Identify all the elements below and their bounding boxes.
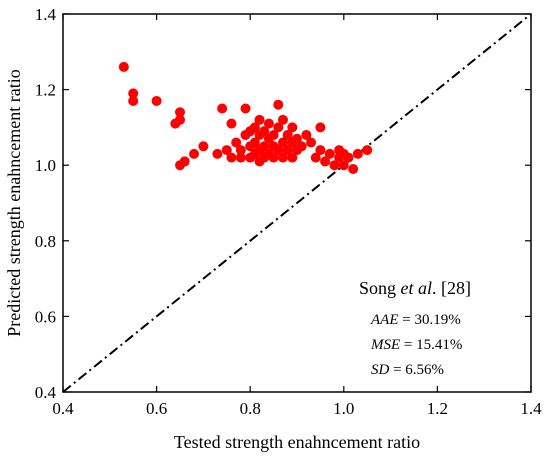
stats-annotation: Song et al. [28] AAE = 30.19% MSE = 15.4… <box>359 278 471 378</box>
stat-aae: AAE = 30.19% <box>370 312 461 328</box>
data-point <box>320 156 331 167</box>
data-point <box>231 137 242 148</box>
data-point <box>348 163 359 174</box>
annotation-title-pre: Song <box>359 278 401 298</box>
data-point <box>249 137 260 148</box>
data-point <box>259 126 270 137</box>
y-tick-label: 1.2 <box>35 81 56 100</box>
y-tick-label: 1.0 <box>35 156 56 175</box>
data-point <box>198 141 209 152</box>
data-point <box>315 122 326 133</box>
y-tick-label: 0.8 <box>35 232 56 251</box>
x-tick-label: 1.0 <box>333 399 354 418</box>
data-point <box>249 122 260 133</box>
data-point <box>263 118 274 129</box>
data-point <box>128 88 139 99</box>
data-point <box>273 99 284 110</box>
data-point <box>306 137 317 148</box>
data-point <box>310 152 321 163</box>
data-point <box>221 145 232 156</box>
annotation-title-italic: et al <box>401 278 433 298</box>
data-point <box>343 152 354 163</box>
y-tick-label: 0.4 <box>35 383 57 402</box>
data-point <box>217 103 228 114</box>
data-point <box>329 160 340 171</box>
data-point <box>268 129 279 140</box>
data-point <box>268 152 279 163</box>
data-point <box>301 129 312 140</box>
data-point <box>315 145 326 156</box>
data-point <box>118 61 129 72</box>
data-point <box>277 152 288 163</box>
data-point <box>179 156 190 167</box>
data-point <box>128 95 139 106</box>
data-point <box>287 122 298 133</box>
annotation-title: Song et al. [28] <box>359 278 471 298</box>
data-point <box>277 114 288 125</box>
data-point <box>226 118 237 129</box>
data-point <box>235 152 246 163</box>
reference-line-1-to-1 <box>62 13 532 393</box>
data-point <box>235 145 246 156</box>
plot-frame <box>62 13 532 393</box>
data-point <box>338 160 349 171</box>
y-tick-label: 1.4 <box>35 5 57 24</box>
data-point <box>287 152 298 163</box>
x-tick-label: 0.8 <box>240 399 261 418</box>
data-point <box>151 95 162 106</box>
data-point <box>362 145 373 156</box>
x-tick-label: 1.2 <box>427 399 448 418</box>
x-axis-title: Tested strength enahncement ratio <box>174 432 420 452</box>
data-point <box>273 122 284 133</box>
data-point <box>175 114 185 125</box>
data-point <box>277 137 288 148</box>
data-point <box>292 133 302 144</box>
stat-mse: MSE = 15.41% <box>370 337 462 353</box>
data-point <box>226 152 237 163</box>
data-point <box>240 103 251 114</box>
data-point <box>175 107 185 118</box>
annotation-title-post: . [28] <box>432 278 471 298</box>
data-point <box>296 141 307 152</box>
data-point <box>189 148 200 159</box>
data-point <box>282 129 293 140</box>
data-point <box>259 141 270 152</box>
data-point <box>282 145 293 156</box>
data-point <box>254 114 265 125</box>
data-point <box>212 148 223 159</box>
data-point <box>273 145 284 156</box>
y-tick-label: 0.6 <box>35 307 56 326</box>
x-tick-label: 1.4 <box>520 399 542 418</box>
data-point <box>352 148 363 159</box>
data-point <box>324 148 335 159</box>
stat-sd: SD = 6.56% <box>371 362 444 378</box>
x-tick-label: 0.6 <box>146 399 167 418</box>
y-axis-title: Predicted strength enahncement ratio <box>4 69 24 336</box>
x-tick-label: 0.4 <box>52 399 74 418</box>
